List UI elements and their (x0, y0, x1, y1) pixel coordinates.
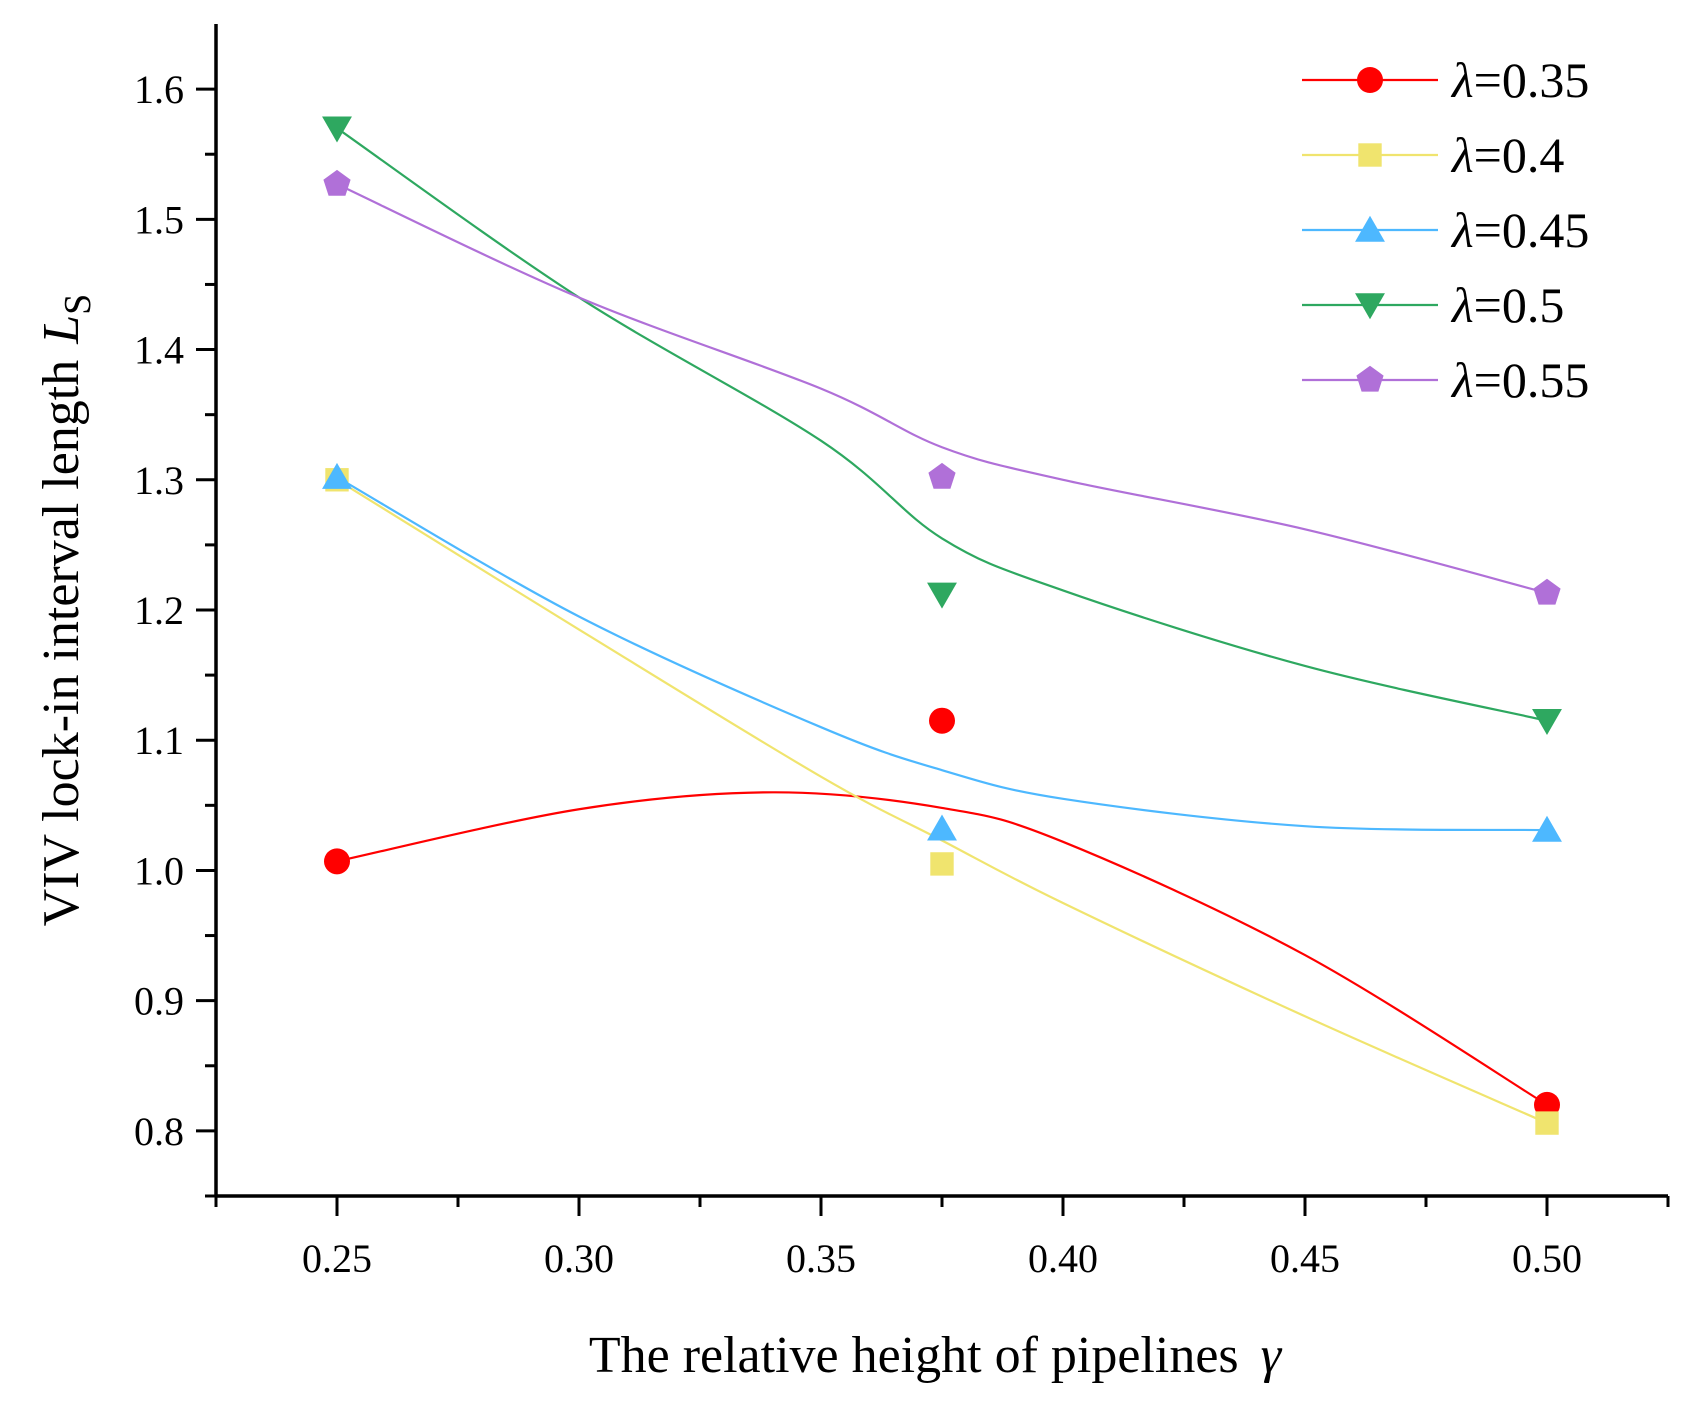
data-markers (322, 116, 1562, 1135)
data-point-series-4 (1532, 708, 1562, 735)
fit-lines (336, 127, 1548, 1125)
legend-label-symbol: λ (1450, 352, 1474, 408)
legend: λ=0.35λ=0.4λ=0.45λ=0.5λ=0.55 (1302, 52, 1589, 408)
y-axis-title-text: VIV lock-in interval length (33, 360, 90, 927)
y-axis: 0.8 0.9 1.0 1.1 1.2 1.3 1.4 1.5 1.6 (134, 24, 218, 1198)
fit-line-series-3 (336, 476, 1548, 832)
fit-line-series-4 (336, 127, 1548, 722)
x-axis-title-text: The relative height of pipelines (589, 1327, 1239, 1384)
y-axis-title-symbol: L (33, 315, 90, 345)
data-point-series-3 (1532, 815, 1562, 842)
legend-label-symbol: λ (1450, 277, 1474, 333)
legend-label: λ=0.4 (1450, 127, 1564, 183)
data-point-series-3 (322, 462, 352, 489)
y-tick-label: 1.4 (134, 328, 184, 373)
legend-marker (1355, 293, 1385, 320)
x-tick-label: 0.30 (544, 1236, 614, 1281)
y-tick-label: 1.5 (134, 197, 184, 242)
legend-label-value: =0.4 (1474, 127, 1565, 183)
data-point-series-1 (1534, 1091, 1560, 1118)
data-point-series-5 (928, 462, 956, 489)
legend-label-value: =0.55 (1474, 352, 1590, 408)
fit-line-series-5 (336, 183, 1548, 595)
data-point-series-5 (323, 169, 351, 196)
legend-label: λ=0.35 (1450, 52, 1589, 108)
x-tick-label: 0.35 (786, 1236, 856, 1281)
legend-label-value: =0.35 (1474, 52, 1590, 108)
data-point-series-1 (929, 707, 955, 734)
legend-label: λ=0.5 (1450, 277, 1564, 333)
data-point-series-1 (324, 848, 350, 875)
y-tick-label: 1.3 (134, 458, 184, 503)
fit-line-series-2 (336, 478, 1548, 1125)
data-point-series-4 (927, 582, 957, 609)
x-axis: 0.25 0.30 0.35 0.40 0.45 0.50 (214, 1194, 1670, 1281)
data-point-series-4 (322, 116, 352, 143)
data-point-series-2 (1535, 1111, 1559, 1135)
legend-marker (1357, 67, 1383, 93)
y-axis-title-subscript: S (57, 294, 99, 315)
data-point-series-2 (930, 852, 954, 876)
x-tick-label: 0.45 (1270, 1236, 1340, 1281)
legend-label-value: =0.5 (1474, 277, 1565, 333)
legend-label: λ=0.55 (1450, 352, 1589, 408)
data-point-series-3 (927, 814, 957, 841)
x-tick-label: 0.25 (302, 1236, 372, 1281)
legend-label-symbol: λ (1450, 202, 1474, 258)
legend-label-value: =0.45 (1474, 202, 1590, 258)
x-axis-title: The relative height of pipelines γ (589, 1327, 1283, 1384)
y-tick-label: 1.6 (134, 67, 184, 112)
y-tick-label: 0.9 (134, 979, 184, 1024)
y-tick-label: 1.2 (134, 588, 184, 633)
legend-marker (1356, 365, 1384, 392)
legend-label-symbol: λ (1450, 127, 1474, 183)
y-axis-title: VIV lock-in interval length LS (33, 294, 99, 927)
legend-marker (1355, 215, 1385, 242)
y-tick-label: 0.8 (134, 1109, 184, 1154)
y-tick-label: 1.0 (134, 848, 184, 893)
x-tick-label: 0.50 (1512, 1236, 1582, 1281)
x-axis-title-symbol: γ (1261, 1327, 1283, 1384)
data-point-series-5 (1533, 578, 1561, 605)
x-tick-label: 0.40 (1028, 1236, 1098, 1281)
legend-label-symbol: λ (1450, 52, 1474, 108)
legend-label: λ=0.45 (1450, 202, 1589, 258)
legend-marker (1358, 143, 1382, 167)
fit-line-series-1 (336, 791, 1548, 1106)
y-tick-label: 1.1 (134, 718, 184, 763)
